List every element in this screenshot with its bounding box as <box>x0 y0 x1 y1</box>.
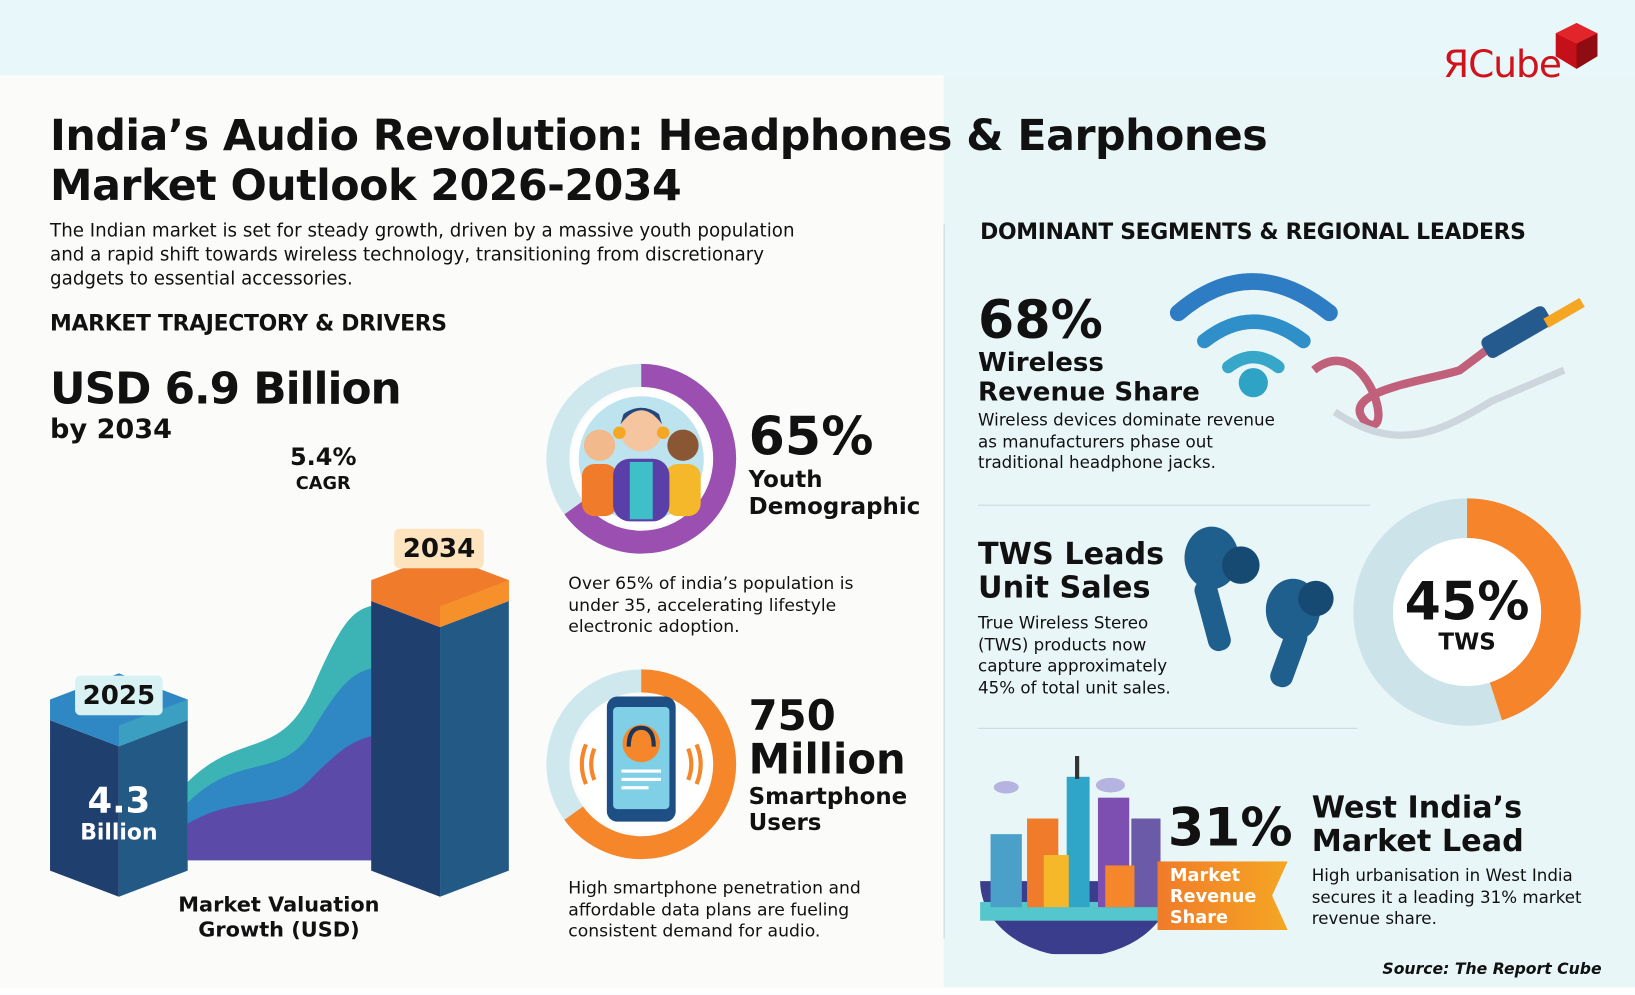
cagr-label: CAGR <box>295 473 351 495</box>
tws-desc: True Wireless Stereo (TWS) products now … <box>978 613 1171 698</box>
west-badge-line-2: Revenue <box>1169 886 1257 908</box>
page-title: India’s Audio Revolution: Headphones & E… <box>50 111 1301 211</box>
section-title-segments: DOMINANT SEGMENTS & REGIONAL LEADERS <box>980 218 1526 244</box>
youth-label-line-1: Youth <box>748 467 823 494</box>
west-badge-line-1: Market <box>1169 865 1241 887</box>
youth-desc: Over 65% of india’s population is under … <box>568 573 854 637</box>
cube-icon <box>1555 22 1598 69</box>
smartphone-label-line-2: Users <box>748 810 822 837</box>
growth-wave-purple <box>187 735 376 861</box>
tws-donut-arc <box>1353 498 1581 726</box>
bar-2034-cap-side <box>440 580 509 628</box>
smartphone-desc: High smartphone penetration and affordab… <box>568 877 861 941</box>
bar-2034-left-face <box>371 601 441 897</box>
west-badge-line-3: Share <box>1169 907 1229 929</box>
smartphone-headset-icon <box>579 696 703 822</box>
wireless-desc: Wireless devices dominate revenue as man… <box>978 409 1275 473</box>
bar-2025-value: 4.3 <box>87 779 151 822</box>
cagr-value: 5.4% <box>289 444 357 472</box>
bar-2034-year-label: 2034 <box>394 528 484 569</box>
panel-divider <box>943 224 945 939</box>
youth-ring-arc <box>546 363 737 554</box>
west-title-line-2: Market Lead <box>1311 822 1524 859</box>
wireless-label: Wireless Revenue Share <box>978 348 1200 406</box>
logo-text: ЯCube <box>1443 43 1562 87</box>
tws-title-line-2: Unit Sales <box>978 569 1151 605</box>
wireless-value: 68% <box>978 289 1103 351</box>
chart-caption-line-2: Growth (USD) <box>198 916 360 942</box>
smartphone-value-line-1: 750 <box>748 692 836 741</box>
bottom-band <box>0 987 1635 995</box>
smartphone-ring-arc <box>546 669 737 860</box>
tws-donut-value: 45% <box>1404 571 1530 632</box>
bar-2025-cap-side <box>118 699 188 747</box>
source-note: Source: The Report Cube <box>1382 959 1602 979</box>
top-band <box>0 0 1635 76</box>
west-value: 31% <box>1167 797 1293 859</box>
youth-label: Youth Demographic <box>749 467 921 521</box>
section-title-trajectory: MARKET TRAJECTORY & DRIVERS <box>50 310 447 336</box>
headline-value: USD 6.9 Billion <box>50 362 402 414</box>
title-line-2: Market Outlook 2026-2034 <box>50 160 682 211</box>
youth-value: 65% <box>748 406 874 468</box>
intro-text: The Indian market is set for steady grow… <box>50 221 795 290</box>
bar-2025-year-label: 2025 <box>75 675 163 716</box>
youth-ring <box>546 363 737 554</box>
smartphone-label: Smartphone Users <box>749 784 908 836</box>
title-line-1: India’s Audio Revolution: Headphones & E… <box>50 110 1268 161</box>
bar-2025-left-face <box>50 720 119 897</box>
smartphone-ring <box>546 669 737 860</box>
smartphone-label-line-1: Smartphone <box>748 784 908 811</box>
headline-sub: by 2034 <box>50 413 173 446</box>
west-desc: High urbanisation in West India secures … <box>1311 865 1582 929</box>
bar-2025-right-face <box>118 720 188 897</box>
chart-caption: Market Valuation Growth (USD) <box>167 892 391 942</box>
tws-title: TWS Leads Unit Sales <box>978 537 1164 604</box>
bar-2034-right-face <box>440 601 509 897</box>
west-title: West India’s Market Lead <box>1312 790 1524 857</box>
chart-caption-line-1: Market Valuation <box>178 891 380 917</box>
tws-donut <box>1353 498 1581 726</box>
divider-2 <box>978 727 1358 729</box>
west-badge: Market Revenue Share <box>1157 861 1288 931</box>
tws-title-line-1: TWS Leads <box>978 535 1165 572</box>
youth-label-line-2: Demographic <box>748 494 921 521</box>
tws-donut-label: TWS <box>1438 629 1496 656</box>
divider-1 <box>978 504 1371 506</box>
smartphone-value: 750 Million <box>749 694 906 782</box>
youth-people-icon <box>581 407 701 522</box>
wireless-label-line-2: Revenue Share <box>978 376 1200 407</box>
wifi-and-jack-icon <box>1169 273 1585 439</box>
bar-2025-unit: Billion <box>80 819 158 845</box>
wireless-label-line-1: Wireless <box>978 347 1104 378</box>
west-title-line-1: West India’s <box>1311 789 1523 825</box>
city-skyline-icon <box>980 755 1174 955</box>
earbuds-icon <box>1184 526 1334 688</box>
rcube-logo: ЯCube <box>1441 21 1603 94</box>
smartphone-value-line-2: Million <box>748 736 906 785</box>
